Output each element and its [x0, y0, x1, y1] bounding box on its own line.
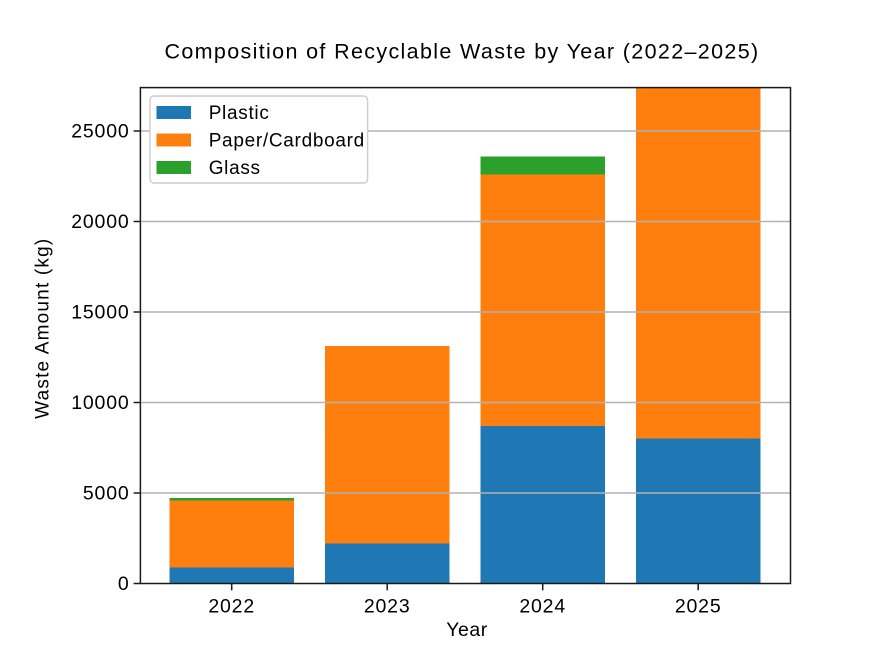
- svg-text:25000: 25000: [71, 121, 129, 143]
- svg-text:2023: 2023: [364, 595, 411, 617]
- svg-text:2022: 2022: [208, 595, 255, 617]
- svg-text:Glass: Glass: [209, 158, 261, 179]
- svg-text:Waste Amount (kg): Waste Amount (kg): [33, 238, 54, 419]
- svg-text:Paper/Cardboard: Paper/Cardboard: [209, 131, 365, 152]
- svg-text:2024: 2024: [519, 595, 566, 617]
- svg-text:10000: 10000: [71, 392, 129, 414]
- svg-text:Plastic: Plastic: [209, 103, 270, 124]
- svg-text:5000: 5000: [83, 483, 130, 505]
- svg-text:2025: 2025: [675, 595, 722, 617]
- svg-text:15000: 15000: [71, 302, 129, 324]
- svg-text:Composition of Recyclable Wast: Composition of Recyclable Waste by Year …: [164, 39, 759, 63]
- svg-text:0: 0: [118, 573, 130, 595]
- svg-text:Year: Year: [446, 619, 487, 641]
- svg-text:20000: 20000: [71, 211, 129, 233]
